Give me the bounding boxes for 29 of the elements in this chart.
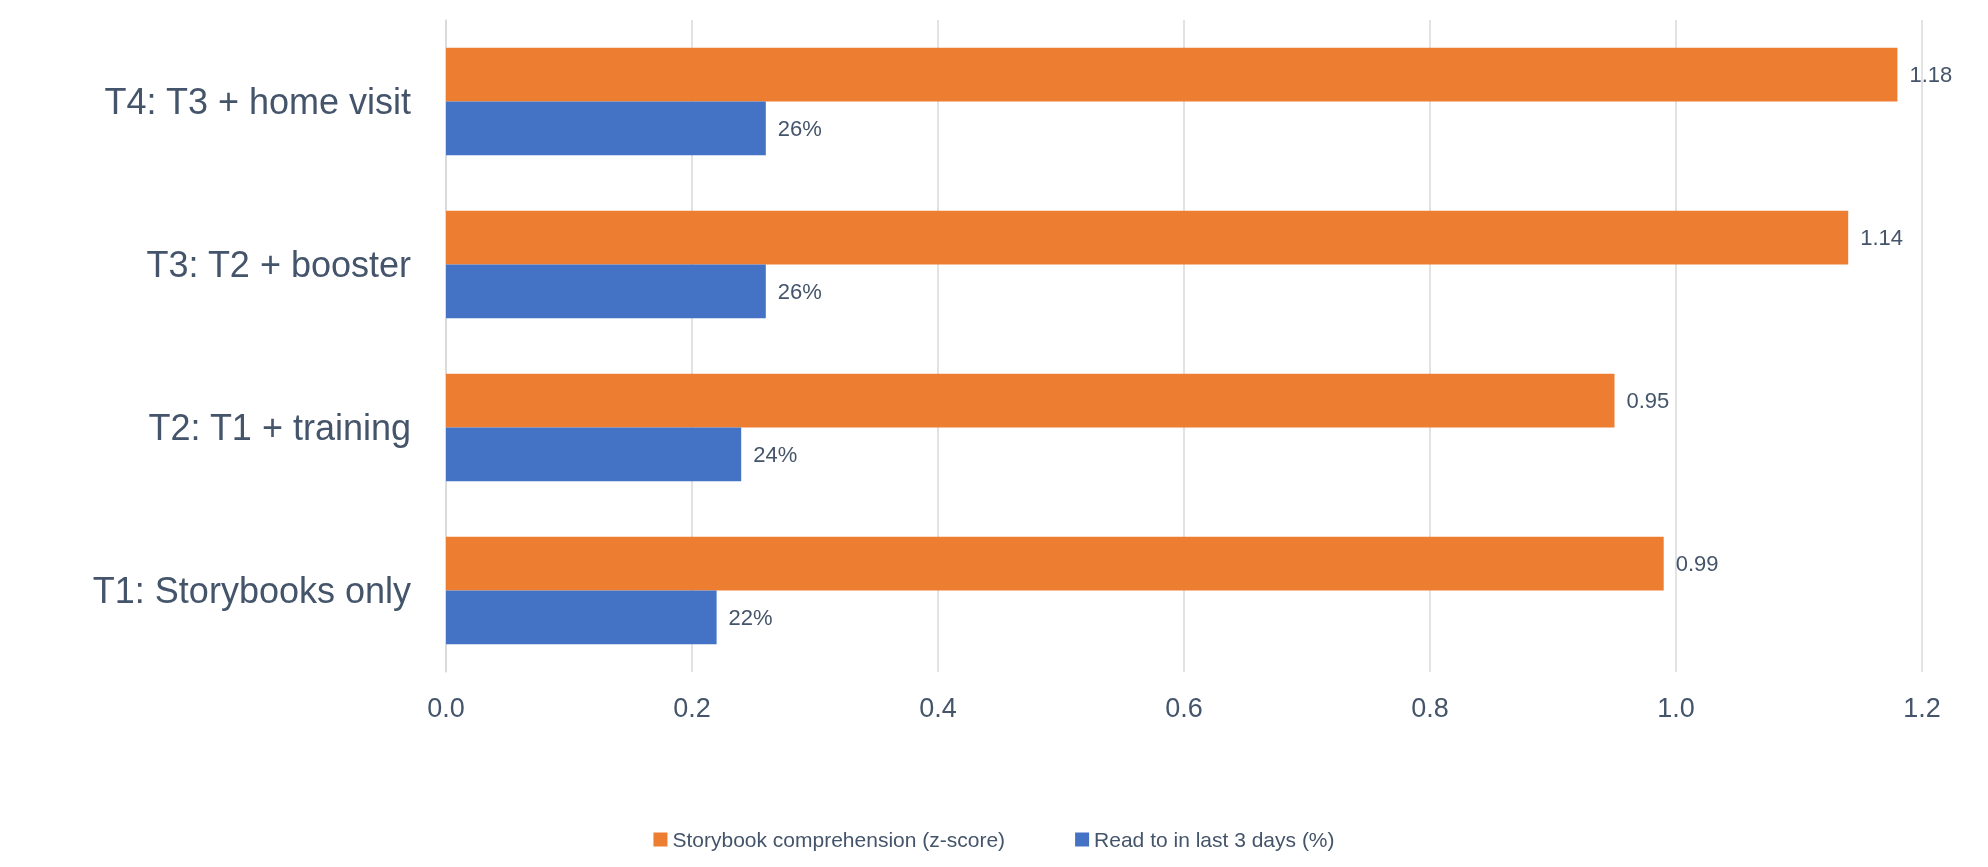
bar [446, 373, 1615, 428]
bar [446, 210, 1849, 265]
bar [446, 536, 1664, 591]
bar [446, 427, 742, 482]
legend-label: Read to in last 3 days (%) [1094, 828, 1335, 851]
data-label: 26% [777, 115, 822, 141]
x-tick-label: 0.0 [427, 692, 465, 723]
y-tick-label: T4: T3 + home visit [104, 81, 411, 122]
x-tick-label: 0.4 [919, 692, 957, 723]
y-tick-label: T2: T1 + training [148, 407, 411, 448]
x-tick-label: 1.2 [1903, 692, 1941, 723]
y-tick-label: T1: Storybooks only [92, 570, 411, 611]
data-label: 24% [753, 441, 798, 467]
x-tick-label: 0.8 [1411, 692, 1449, 723]
data-label: 1.18 [1909, 62, 1953, 88]
bar [446, 590, 717, 645]
data-label: 22% [728, 604, 773, 630]
x-tick-label: 0.2 [673, 692, 711, 723]
data-label: 26% [777, 278, 822, 304]
data-label: 0.95 [1626, 388, 1670, 414]
legend-label: Storybook comprehension (z-score) [672, 828, 1006, 851]
data-label: 1.14 [1860, 225, 1904, 251]
data-label: 0.99 [1675, 551, 1719, 577]
x-tick-label: 0.6 [1165, 692, 1203, 723]
x-tick-label: 1.0 [1657, 692, 1695, 723]
bar [446, 101, 766, 156]
y-tick-label: T3: T2 + booster [146, 244, 412, 285]
bar [446, 47, 1898, 102]
bar [446, 264, 766, 319]
